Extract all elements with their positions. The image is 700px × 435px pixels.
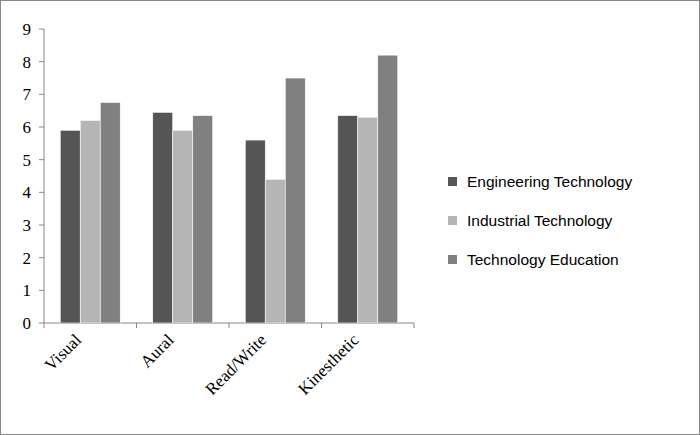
- bar: [60, 130, 80, 323]
- legend-label: Technology Education: [467, 251, 619, 268]
- x-tick: [414, 323, 415, 328]
- bar: [80, 120, 100, 323]
- y-axis: [44, 29, 45, 323]
- bar: [378, 55, 398, 323]
- chart: 0 1 2 3 4 5 6 7 8 9 Visual Aural Read/Write Kinesthet…: [0, 0, 700, 435]
- y-tick-label: 7: [23, 85, 32, 104]
- y-tick-label: 4: [23, 183, 32, 202]
- x-tick-label: Kinesthetic: [294, 330, 363, 399]
- bar: [265, 179, 285, 323]
- x-tick-label: Aural: [137, 330, 178, 371]
- x-tick: [136, 323, 137, 328]
- legend-label: Industrial Technology: [467, 212, 613, 229]
- bar: [245, 140, 265, 323]
- bar: [285, 78, 305, 323]
- y-tick: [39, 29, 44, 30]
- y-tick: [39, 192, 44, 193]
- bar: [338, 116, 358, 323]
- y-tick-label: 8: [23, 53, 32, 72]
- y-tick: [39, 127, 44, 128]
- y-tick-label: 6: [23, 118, 32, 137]
- y-tick: [39, 225, 44, 226]
- x-tick-label: Visual: [41, 330, 85, 374]
- y-tick-label: 3: [23, 216, 32, 235]
- x-tick: [321, 323, 322, 328]
- y-tick-label: 1: [23, 281, 32, 300]
- y-tick-label: 9: [23, 20, 32, 39]
- y-tick: [39, 159, 44, 160]
- bars: [60, 55, 398, 323]
- x-tick: [44, 323, 45, 328]
- y-tick: [39, 257, 44, 258]
- y-tick-label: 5: [23, 151, 32, 170]
- legend-swatch: [448, 216, 457, 225]
- bar: [193, 116, 213, 323]
- bar: [173, 130, 193, 323]
- bar: [153, 112, 173, 323]
- x-tick-label: Read/Write: [202, 330, 270, 398]
- legend: Engineering Technology Industrial Technol…: [448, 173, 632, 268]
- legend-swatch: [448, 177, 457, 186]
- legend-label: Engineering Technology: [467, 173, 632, 190]
- y-tick: [39, 61, 44, 62]
- y-tick-label: 2: [23, 249, 32, 268]
- legend-swatch: [448, 255, 457, 264]
- bar: [100, 103, 120, 324]
- y-tick: [39, 323, 44, 324]
- y-tick-label: 0: [23, 314, 32, 333]
- x-tick: [229, 323, 230, 328]
- bar: [358, 117, 378, 323]
- y-tick: [39, 290, 44, 291]
- y-tick: [39, 94, 44, 95]
- frame: [1, 1, 700, 435]
